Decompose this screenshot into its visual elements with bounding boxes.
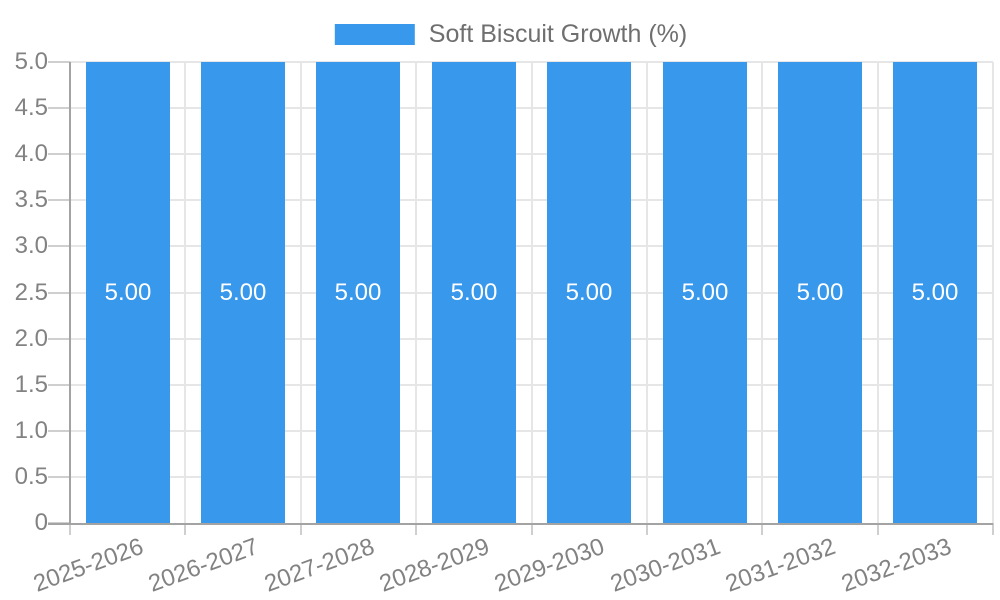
y-axis-tick [48, 153, 70, 156]
x-axis-tick [876, 523, 879, 535]
y-axis-label: 4.5 [14, 94, 48, 122]
y-axis-tick [48, 245, 70, 248]
y-axis-label: 1.0 [14, 416, 48, 444]
y-axis-label: 2.5 [14, 278, 48, 306]
x-axis-label: 2032-2033 [837, 533, 955, 598]
y-axis-label: 3.5 [14, 186, 48, 214]
x-axis-label: 2028-2029 [375, 533, 494, 598]
y-axis-tick [48, 429, 70, 432]
y-axis-label: 2.0 [14, 324, 48, 352]
x-axis-line [48, 523, 993, 525]
bar-value-label: 5.00 [796, 278, 844, 306]
bar-value-label: 5.00 [681, 278, 729, 306]
y-axis-tick [48, 61, 70, 63]
x-axis-label: 2025-2026 [29, 533, 147, 598]
y-axis-label: 5.0 [14, 48, 48, 75]
y-axis-tick [48, 383, 70, 386]
legend-item[interactable]: Soft Biscuit Growth (%) [334, 20, 688, 49]
gridline-vertical [415, 62, 418, 523]
y-axis-line [69, 62, 71, 523]
y-axis-tick [48, 199, 70, 202]
gridline-vertical [992, 62, 994, 523]
y-axis-tick [48, 337, 70, 340]
gridline-vertical [530, 62, 533, 523]
x-axis-tick [184, 523, 187, 535]
gridline-vertical [184, 62, 187, 523]
x-axis-tick [299, 523, 302, 535]
y-axis-tick [48, 107, 70, 110]
bar[interactable]: 5.00 [201, 62, 285, 523]
bar-value-label: 5.00 [911, 278, 959, 306]
x-axis-label: 2030-2031 [606, 533, 724, 598]
gridline-vertical [645, 62, 648, 523]
x-axis-label: 2031-2032 [722, 533, 840, 598]
bar-value-label: 5.00 [334, 278, 382, 306]
x-axis-tick [645, 523, 648, 535]
bar-value-label: 5.00 [450, 278, 498, 306]
y-axis-label: 0 [34, 509, 48, 536]
bar[interactable]: 5.00 [86, 62, 170, 523]
x-axis-tick [992, 523, 994, 535]
bar[interactable]: 5.00 [893, 62, 977, 523]
bar[interactable]: 5.00 [547, 62, 631, 523]
x-axis-tick [415, 523, 418, 535]
x-axis-label: 2026-2027 [145, 533, 263, 598]
legend-label: Soft Biscuit Growth (%) [428, 20, 688, 48]
x-axis-tick [69, 523, 71, 535]
y-axis-label: 0.5 [14, 462, 48, 490]
x-axis-tick [761, 523, 764, 535]
gridline-vertical [761, 62, 764, 523]
y-axis-tick [48, 291, 70, 294]
x-axis-tick [530, 523, 533, 535]
legend-swatch [334, 24, 415, 45]
x-axis-label: 2029-2030 [491, 533, 609, 598]
bar-value-label: 5.00 [104, 278, 152, 306]
bar[interactable]: 5.00 [778, 62, 862, 523]
bar-value-label: 5.00 [219, 278, 267, 306]
y-axis-label: 1.5 [14, 370, 48, 398]
bar-value-label: 5.00 [565, 278, 613, 306]
gridline-vertical [876, 62, 879, 523]
gridline-vertical [299, 62, 302, 523]
x-axis-label: 2027-2028 [260, 533, 378, 598]
bar[interactable]: 5.00 [432, 62, 516, 523]
y-axis-label: 3.0 [14, 232, 48, 260]
y-axis-tick [48, 475, 70, 478]
bar[interactable]: 5.00 [663, 62, 747, 523]
y-axis-label: 4.0 [14, 140, 48, 168]
bar[interactable]: 5.00 [316, 62, 400, 523]
